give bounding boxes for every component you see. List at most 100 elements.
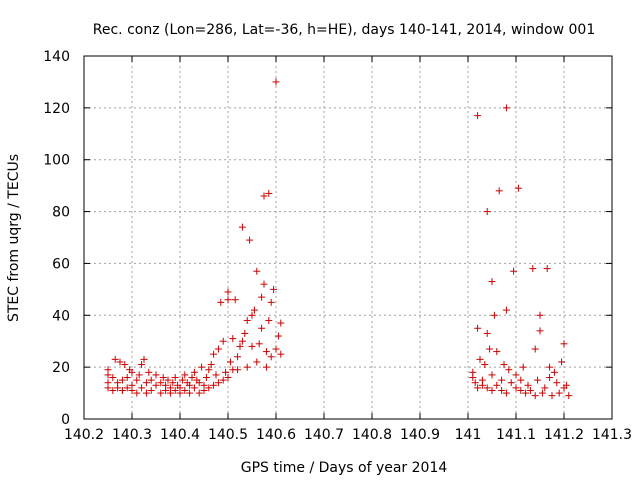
data-point bbox=[536, 311, 544, 319]
data-point bbox=[248, 311, 256, 319]
data-point bbox=[171, 386, 179, 394]
data-point bbox=[142, 379, 150, 387]
data-point bbox=[157, 389, 165, 397]
data-point bbox=[546, 363, 554, 371]
x-tick-label: 141 bbox=[455, 427, 482, 443]
data-point bbox=[246, 236, 254, 244]
y-tick-label: 120 bbox=[43, 101, 70, 117]
data-point bbox=[104, 366, 112, 374]
x-tick-label: 140.8 bbox=[352, 427, 392, 443]
data-point bbox=[238, 337, 246, 345]
data-point bbox=[531, 392, 539, 400]
y-axis-label: STEC from uqrg / TECUs bbox=[6, 154, 22, 322]
data-point bbox=[267, 298, 275, 306]
data-point bbox=[176, 384, 184, 392]
data-point bbox=[471, 379, 479, 387]
data-point bbox=[546, 374, 554, 382]
data-point bbox=[531, 345, 539, 353]
x-tick-label: 140.4 bbox=[160, 427, 200, 443]
x-tick-label: 140.3 bbox=[112, 427, 152, 443]
y-tick-label: 0 bbox=[61, 412, 70, 428]
data-point bbox=[490, 311, 498, 319]
data-point bbox=[133, 376, 141, 384]
data-point bbox=[529, 265, 537, 273]
data-point bbox=[195, 379, 203, 387]
data-point bbox=[104, 379, 112, 387]
data-point bbox=[474, 384, 482, 392]
data-point bbox=[128, 381, 136, 389]
data-point bbox=[565, 392, 573, 400]
data-point bbox=[198, 363, 206, 371]
data-point bbox=[205, 366, 213, 374]
data-point bbox=[512, 384, 520, 392]
data-point bbox=[495, 187, 503, 195]
data-point bbox=[274, 332, 282, 340]
y-tick-label: 60 bbox=[52, 256, 70, 272]
data-point bbox=[138, 361, 146, 369]
data-point bbox=[238, 223, 246, 231]
x-tick-label: 140.7 bbox=[304, 427, 344, 443]
data-point bbox=[510, 267, 518, 275]
data-point bbox=[234, 353, 242, 361]
data-point bbox=[145, 368, 153, 376]
data-point bbox=[488, 371, 496, 379]
plot-frame bbox=[83, 55, 613, 420]
data-point bbox=[502, 389, 510, 397]
data-point bbox=[277, 350, 285, 358]
x-tick-label: 140.5 bbox=[208, 427, 248, 443]
data-point bbox=[123, 374, 131, 382]
data-point bbox=[255, 340, 263, 348]
data-point bbox=[111, 355, 119, 363]
data-point bbox=[214, 345, 222, 353]
data-point bbox=[519, 363, 527, 371]
data-point bbox=[267, 353, 275, 361]
x-tick-label: 141.1 bbox=[496, 427, 536, 443]
data-points bbox=[104, 78, 573, 400]
data-point bbox=[270, 285, 278, 293]
data-point bbox=[248, 342, 256, 350]
data-point bbox=[128, 368, 136, 376]
data-point bbox=[541, 384, 549, 392]
data-point bbox=[159, 374, 167, 382]
data-point bbox=[469, 368, 477, 376]
data-point bbox=[253, 267, 261, 275]
data-point bbox=[474, 324, 482, 332]
data-point bbox=[109, 386, 117, 394]
data-point bbox=[222, 368, 230, 376]
x-tick-label: 140.6 bbox=[256, 427, 296, 443]
data-point bbox=[114, 379, 122, 387]
x-axis-ticks: 140.2 140.3 140.4 140.5 140.6 140.7 140.8 140.9… bbox=[64, 56, 632, 443]
data-point bbox=[231, 296, 239, 304]
data-point bbox=[522, 389, 530, 397]
data-point bbox=[260, 192, 268, 200]
data-point bbox=[118, 376, 126, 384]
data-point bbox=[483, 208, 491, 216]
x-axis-label: GPS time / Days of year 2014 bbox=[241, 460, 448, 476]
data-point bbox=[498, 376, 506, 384]
data-point bbox=[205, 384, 213, 392]
data-point bbox=[534, 376, 542, 384]
data-point bbox=[166, 384, 174, 392]
data-point bbox=[555, 389, 563, 397]
data-point bbox=[253, 358, 261, 366]
data-point bbox=[272, 345, 280, 353]
data-point bbox=[147, 386, 155, 394]
data-point bbox=[536, 327, 544, 335]
data-point bbox=[219, 337, 227, 345]
data-point bbox=[178, 376, 186, 384]
data-point bbox=[121, 361, 129, 369]
grid-lines bbox=[84, 56, 612, 419]
data-point bbox=[493, 348, 501, 356]
data-point bbox=[488, 278, 496, 286]
x-tick-label: 140.2 bbox=[64, 427, 104, 443]
data-point bbox=[538, 389, 546, 397]
data-point bbox=[258, 324, 266, 332]
data-point bbox=[224, 374, 232, 382]
data-point bbox=[500, 361, 508, 369]
x-tick-label: 141.2 bbox=[544, 427, 584, 443]
data-point bbox=[133, 389, 141, 397]
data-point bbox=[195, 389, 203, 397]
data-point bbox=[135, 371, 143, 379]
data-point bbox=[550, 368, 558, 376]
